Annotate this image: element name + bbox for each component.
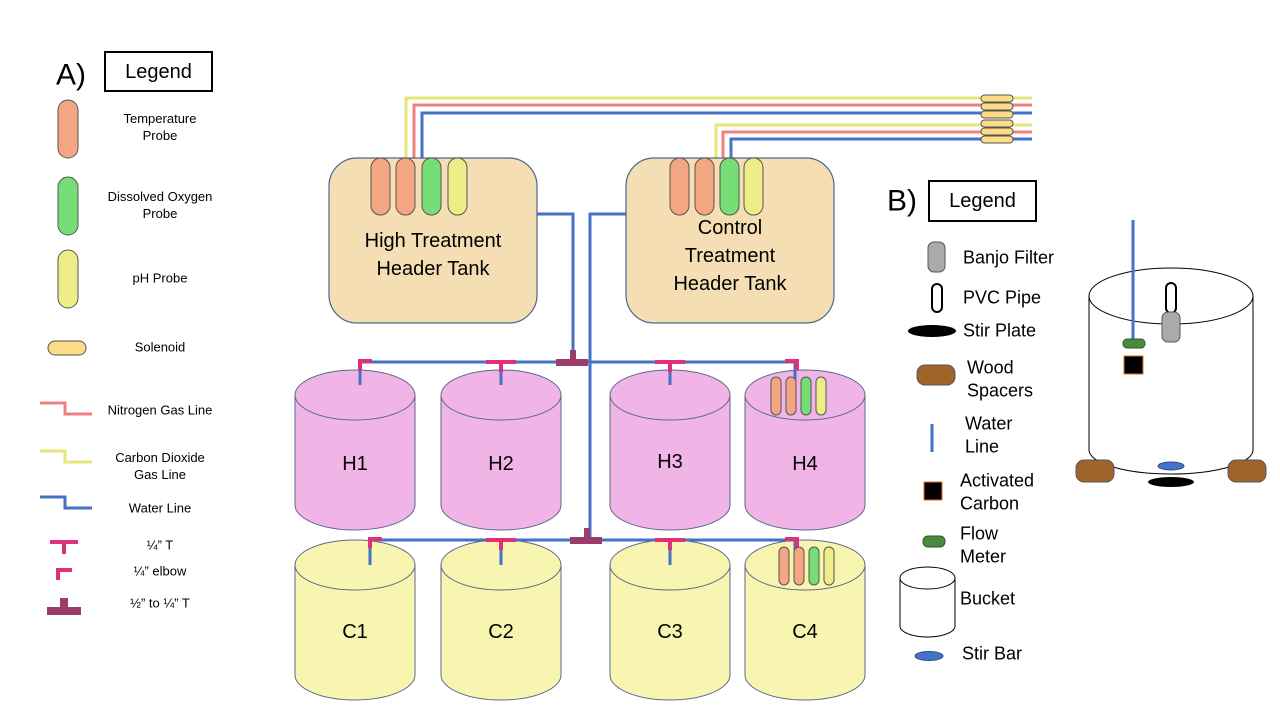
panel-label: B): [887, 184, 917, 218]
panel-label: A): [56, 58, 86, 92]
legend-label: ½” to ¼” T: [130, 595, 190, 611]
tanks: [294, 369, 866, 701]
tank-label: C1: [342, 621, 368, 643]
tank-shape: [294, 369, 416, 421]
gas-lines: [404, 96, 1032, 158]
tank-shape: [609, 395, 731, 531]
legend-label: Wood Spacers: [967, 357, 1034, 401]
tank-shape: [744, 539, 866, 591]
legend-b-icons: [899, 180, 1037, 661]
legend-label: Bucket: [960, 588, 1016, 609]
tank-shape: [294, 395, 416, 531]
legend-label: Stir Plate: [963, 320, 1037, 341]
header-probes: [370, 157, 764, 216]
tank-shape: [440, 395, 562, 531]
tank-label: H2: [488, 453, 514, 475]
tank-shape: [294, 539, 416, 591]
tank-label: C3: [657, 621, 683, 643]
legend-label: PVC Pipe: [963, 287, 1042, 308]
legend-label: Carbon Dioxide Gas Line: [115, 450, 205, 482]
tank-probes: [770, 376, 835, 586]
legend-label: Flow Meter: [960, 523, 1007, 567]
solenoids: [980, 94, 1014, 144]
legend-title: Legend: [949, 190, 1016, 212]
tank-label: H1: [342, 453, 368, 475]
tank-shape: [744, 395, 866, 531]
legend-label: Dissolved Oxygen Probe: [107, 189, 213, 221]
legend-a-icons: [40, 51, 213, 615]
legend-title: Legend: [125, 61, 192, 83]
legend-label: Solenoid: [134, 339, 186, 355]
legend-label: Water Line: [128, 500, 192, 516]
tank-label: C4: [792, 621, 818, 643]
header-tank-label: High Treatment Header Tank: [364, 230, 502, 280]
half-tees: [556, 350, 602, 544]
legend-label: Banjo Filter: [963, 247, 1055, 268]
legend-label: Stir Bar: [962, 643, 1023, 664]
legend-label: ¼” T: [146, 537, 174, 553]
legend-label: Activated Carbon: [960, 470, 1035, 514]
legend-label: Water Line: [965, 413, 1013, 457]
legend-label: ¼” elbow: [133, 563, 187, 579]
header-tank-label: Control Treatment Header Tank: [673, 217, 787, 295]
legend-label: Nitrogen Gas Line: [107, 402, 213, 418]
tank-label: H4: [792, 453, 818, 475]
tank-label: C2: [488, 621, 514, 643]
tank-label: H3: [657, 451, 683, 473]
tank-shape: [440, 565, 562, 701]
bucket-setup: [1075, 220, 1267, 487]
legend-label: Temperature Probe: [123, 111, 197, 143]
fittings: [358, 359, 799, 550]
tank-shape: [609, 565, 731, 701]
tank-shape: [744, 565, 866, 701]
legend-label: pH Probe: [132, 270, 188, 286]
tank-shape: [294, 565, 416, 701]
